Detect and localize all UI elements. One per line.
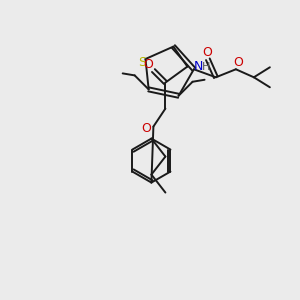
- Text: O: O: [233, 56, 243, 69]
- Text: N: N: [194, 60, 203, 73]
- Text: O: O: [142, 122, 151, 135]
- Text: S: S: [139, 56, 146, 68]
- Text: O: O: [202, 46, 212, 59]
- Text: O: O: [143, 58, 153, 71]
- Text: H: H: [201, 61, 210, 72]
